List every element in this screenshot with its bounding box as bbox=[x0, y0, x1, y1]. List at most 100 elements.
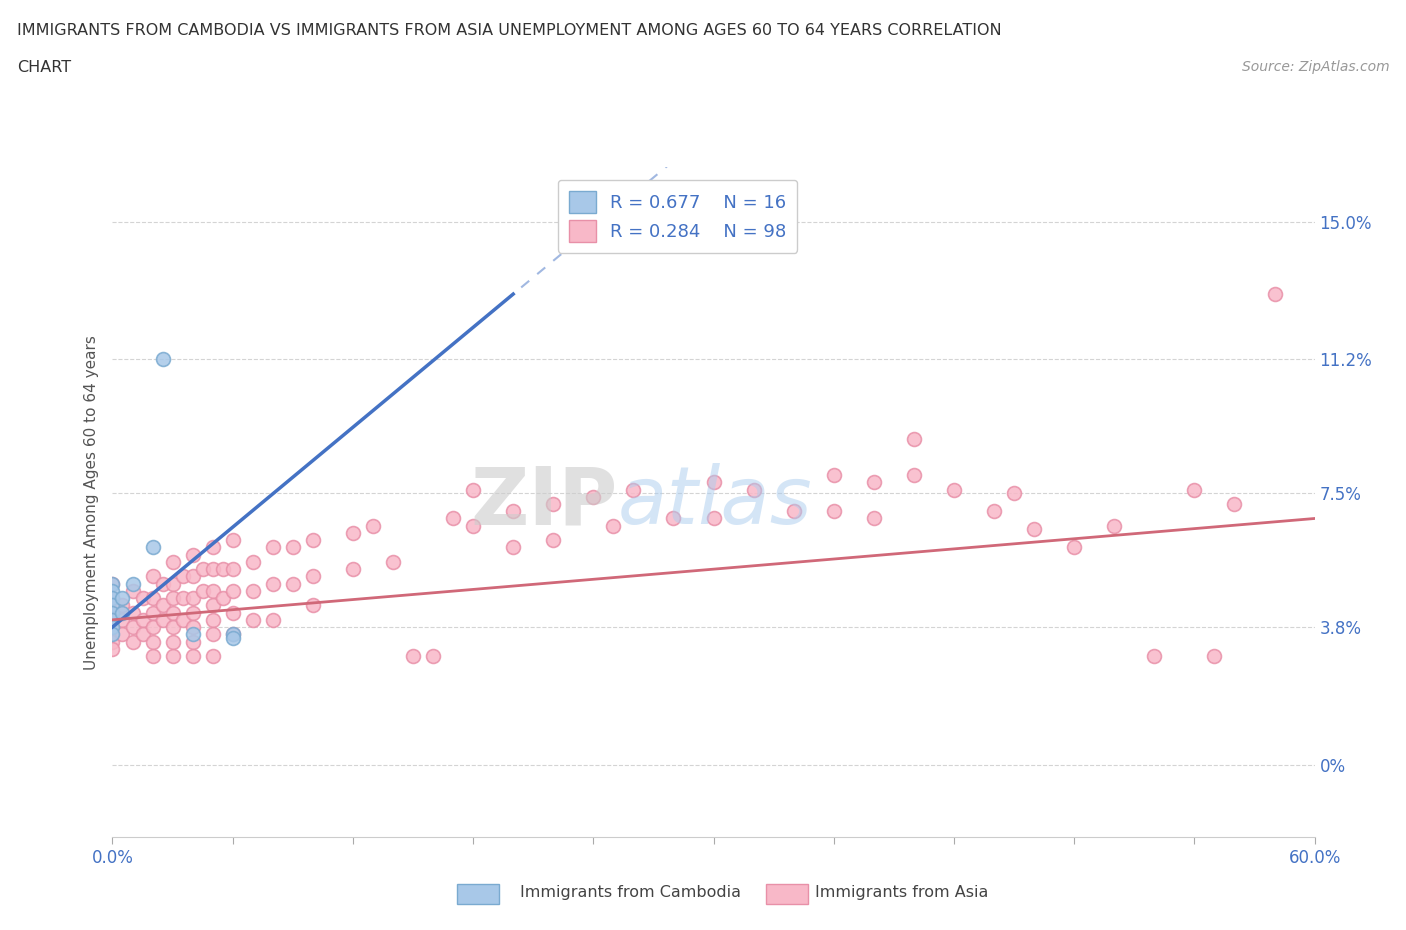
Point bbox=[131, 612, 153, 627]
Point bbox=[141, 619, 163, 634]
Point bbox=[1264, 286, 1286, 301]
Point bbox=[281, 540, 304, 555]
Point bbox=[222, 562, 245, 577]
Point bbox=[441, 512, 464, 526]
Point bbox=[211, 591, 233, 605]
Point bbox=[191, 583, 214, 598]
Point bbox=[111, 605, 134, 620]
Point bbox=[201, 612, 224, 627]
Point bbox=[502, 540, 524, 555]
Point bbox=[152, 598, 174, 613]
Point bbox=[222, 631, 245, 645]
Point bbox=[823, 468, 845, 483]
Point bbox=[782, 504, 804, 519]
Point bbox=[152, 577, 174, 591]
Point bbox=[111, 598, 134, 613]
Point bbox=[101, 627, 124, 642]
Point bbox=[422, 648, 444, 663]
Point bbox=[1102, 518, 1125, 533]
Point bbox=[181, 547, 204, 562]
Point bbox=[302, 598, 325, 613]
Point bbox=[181, 605, 204, 620]
Point bbox=[201, 648, 224, 663]
Point bbox=[402, 648, 425, 663]
Point bbox=[903, 468, 925, 483]
Point bbox=[1063, 540, 1085, 555]
Point bbox=[101, 612, 124, 627]
Point bbox=[262, 577, 284, 591]
Point bbox=[162, 648, 184, 663]
Text: IMMIGRANTS FROM CAMBODIA VS IMMIGRANTS FROM ASIA UNEMPLOYMENT AMONG AGES 60 TO 6: IMMIGRANTS FROM CAMBODIA VS IMMIGRANTS F… bbox=[17, 23, 1001, 38]
Point bbox=[1204, 648, 1226, 663]
Text: Immigrants from Asia: Immigrants from Asia bbox=[815, 885, 988, 900]
Point bbox=[101, 627, 124, 642]
Point bbox=[242, 612, 264, 627]
Point bbox=[141, 569, 163, 584]
Point bbox=[382, 554, 405, 569]
Point bbox=[162, 591, 184, 605]
Point bbox=[1143, 648, 1166, 663]
Point bbox=[222, 605, 245, 620]
Point bbox=[361, 518, 384, 533]
Point bbox=[101, 577, 124, 591]
Point bbox=[181, 569, 204, 584]
Point bbox=[461, 482, 484, 497]
Point bbox=[111, 591, 134, 605]
Point bbox=[342, 562, 364, 577]
Point bbox=[262, 612, 284, 627]
Point bbox=[101, 642, 124, 657]
Point bbox=[191, 562, 214, 577]
Point bbox=[903, 432, 925, 446]
Point bbox=[662, 512, 685, 526]
Point bbox=[101, 583, 124, 598]
Point bbox=[502, 504, 524, 519]
Point bbox=[121, 605, 143, 620]
Point bbox=[162, 619, 184, 634]
Point bbox=[131, 591, 153, 605]
Point bbox=[1002, 485, 1025, 500]
Point bbox=[172, 569, 194, 584]
Text: atlas: atlas bbox=[617, 463, 813, 541]
Point bbox=[121, 577, 143, 591]
Point bbox=[141, 540, 163, 555]
Point bbox=[461, 518, 484, 533]
Point bbox=[162, 577, 184, 591]
Text: Source: ZipAtlas.com: Source: ZipAtlas.com bbox=[1241, 60, 1389, 74]
Point bbox=[702, 512, 725, 526]
Y-axis label: Unemployment Among Ages 60 to 64 years: Unemployment Among Ages 60 to 64 years bbox=[83, 335, 98, 670]
Point bbox=[302, 533, 325, 548]
Point bbox=[942, 482, 965, 497]
Point bbox=[863, 475, 886, 490]
Point bbox=[152, 612, 174, 627]
Point bbox=[201, 598, 224, 613]
Point bbox=[1223, 497, 1246, 512]
Point bbox=[201, 562, 224, 577]
Point bbox=[172, 591, 194, 605]
Point bbox=[162, 634, 184, 649]
Point bbox=[101, 619, 124, 634]
Point bbox=[342, 525, 364, 540]
Point bbox=[141, 648, 163, 663]
Point bbox=[602, 518, 624, 533]
Point bbox=[101, 591, 124, 605]
Point bbox=[131, 627, 153, 642]
Point bbox=[262, 540, 284, 555]
Point bbox=[222, 627, 245, 642]
Point bbox=[211, 562, 233, 577]
Point bbox=[702, 475, 725, 490]
Point bbox=[242, 554, 264, 569]
Point bbox=[242, 583, 264, 598]
Point bbox=[863, 512, 886, 526]
Point bbox=[1184, 482, 1206, 497]
Point bbox=[281, 577, 304, 591]
Text: ZIP: ZIP bbox=[470, 463, 617, 541]
Point bbox=[823, 504, 845, 519]
Point bbox=[121, 583, 143, 598]
Point bbox=[222, 627, 245, 642]
Point bbox=[543, 497, 565, 512]
Point bbox=[983, 504, 1005, 519]
Point bbox=[101, 577, 124, 591]
Point bbox=[162, 554, 184, 569]
Point bbox=[201, 627, 224, 642]
Point bbox=[121, 634, 143, 649]
